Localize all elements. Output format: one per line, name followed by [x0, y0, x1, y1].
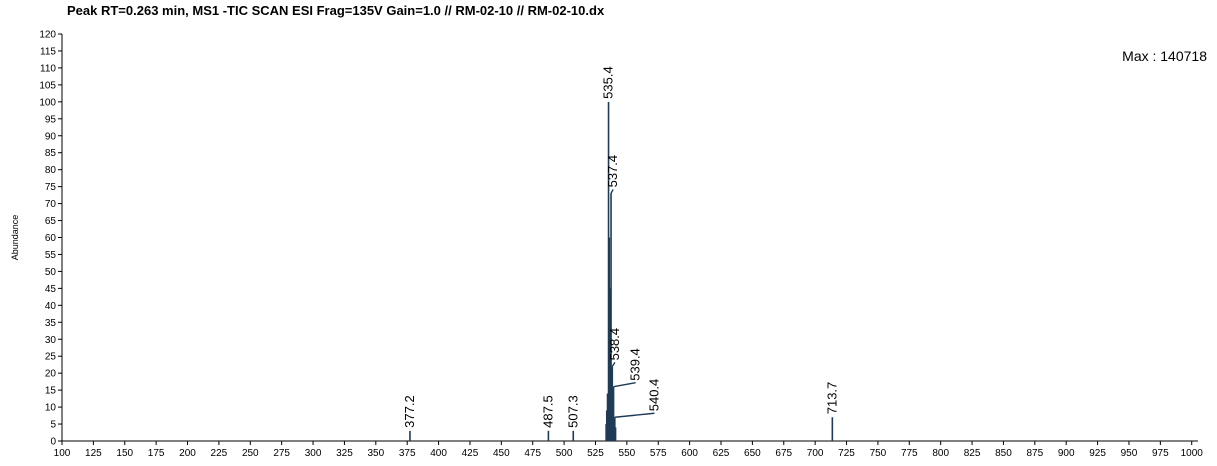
peak-label: 537.4	[605, 155, 620, 188]
y-tick-label: 15	[45, 386, 57, 397]
x-tick-label: 600	[681, 448, 698, 459]
x-tick-label: 900	[1058, 448, 1075, 459]
peak-leader-line	[614, 412, 655, 418]
x-tick-label: 725	[838, 448, 855, 459]
x-tick-label: 325	[336, 448, 353, 459]
y-tick-label: 75	[45, 182, 57, 193]
x-tick-label: 1000	[1181, 448, 1204, 459]
y-tick-label: 40	[45, 301, 57, 312]
x-tick-label: 375	[399, 448, 416, 459]
y-tick-label: 45	[45, 284, 57, 295]
x-tick-label: 275	[273, 448, 290, 459]
chart-title: Peak RT=0.263 min, MS1 -TIC SCAN ESI Fra…	[67, 3, 605, 18]
x-tick-label: 100	[54, 448, 71, 459]
y-tick-label: 70	[45, 199, 57, 210]
y-tick-label: 5	[50, 420, 56, 431]
x-tick-label: 150	[116, 448, 133, 459]
y-tick-label: 105	[39, 80, 56, 91]
x-tick-label: 350	[367, 448, 384, 459]
y-tick-label: 25	[45, 352, 57, 363]
y-tick-label: 100	[39, 97, 56, 108]
x-tick-label: 250	[242, 448, 259, 459]
x-tick-label: 400	[430, 448, 447, 459]
y-tick-label: 65	[45, 216, 57, 227]
peak-label: 540.4	[646, 379, 661, 412]
x-tick-label: 850	[995, 448, 1012, 459]
y-tick-label: 115	[40, 46, 56, 57]
x-tick-label: 525	[587, 448, 604, 459]
x-tick-label: 700	[807, 448, 824, 459]
y-tick-label: 85	[45, 148, 57, 159]
y-tick-label: 35	[45, 318, 57, 329]
peak-label: 538.4	[607, 328, 622, 361]
x-tick-label: 225	[211, 448, 228, 459]
x-tick-label: 450	[493, 448, 510, 459]
y-tick-label: 60	[45, 233, 57, 244]
x-tick-label: 875	[1026, 448, 1043, 459]
y-tick-label: 120	[39, 30, 56, 41]
x-tick-label: 425	[462, 448, 479, 459]
peak-label: 535.4	[601, 66, 616, 99]
x-tick-label: 175	[148, 448, 165, 459]
x-tick-label: 800	[932, 448, 949, 459]
y-tick-label: 55	[45, 250, 57, 261]
x-tick-label: 475	[524, 448, 541, 459]
max-abundance-label: Max : 140718	[1122, 48, 1207, 64]
x-tick-label: 550	[619, 448, 636, 459]
x-tick-label: 125	[85, 448, 102, 459]
y-tick-label: 0	[50, 437, 56, 448]
x-tick-label: 975	[1152, 448, 1169, 459]
y-axis-label: Abundance	[10, 215, 20, 261]
peak-label: 713.7	[824, 382, 839, 415]
x-tick-label: 775	[901, 448, 918, 459]
peak-label: 487.5	[540, 395, 555, 428]
y-tick-label: 90	[45, 131, 57, 142]
x-tick-label: 650	[744, 448, 761, 459]
y-tick-label: 80	[45, 165, 57, 176]
peak-label: 507.3	[565, 395, 580, 428]
peak-label: 539.4	[628, 348, 643, 381]
y-tick-label: 95	[45, 114, 57, 125]
y-tick-label: 110	[40, 63, 56, 74]
y-tick-label: 20	[45, 369, 57, 380]
x-tick-label: 675	[775, 448, 792, 459]
x-tick-label: 300	[305, 448, 322, 459]
x-tick-label: 925	[1089, 448, 1106, 459]
x-tick-label: 575	[650, 448, 667, 459]
peak-leader-line	[613, 382, 636, 388]
x-tick-label: 200	[179, 448, 196, 459]
peak-leader-line	[611, 361, 616, 367]
x-tick-label: 625	[713, 448, 730, 459]
y-tick-label: 30	[45, 335, 57, 346]
x-tick-label: 500	[556, 448, 573, 459]
x-tick-label: 750	[870, 448, 887, 459]
peak-leader-line	[610, 189, 614, 194]
y-tick-label: 10	[45, 403, 57, 414]
peak-label: 377.2	[402, 395, 417, 428]
x-tick-label: 825	[964, 448, 981, 459]
y-tick-label: 50	[45, 267, 57, 278]
x-tick-label: 950	[1121, 448, 1138, 459]
